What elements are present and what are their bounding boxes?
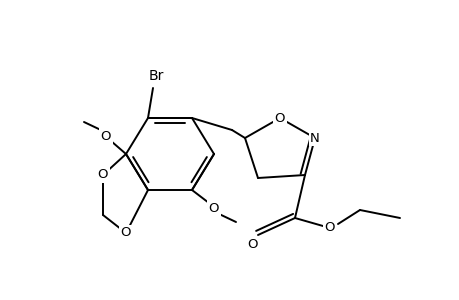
- Text: O: O: [247, 238, 257, 251]
- Text: O: O: [98, 169, 108, 182]
- Text: O: O: [208, 202, 219, 214]
- Text: O: O: [324, 221, 335, 235]
- Text: N: N: [309, 131, 319, 145]
- Text: O: O: [120, 226, 131, 239]
- Text: O: O: [274, 112, 285, 124]
- Text: Br: Br: [148, 69, 163, 83]
- Text: O: O: [101, 130, 111, 142]
